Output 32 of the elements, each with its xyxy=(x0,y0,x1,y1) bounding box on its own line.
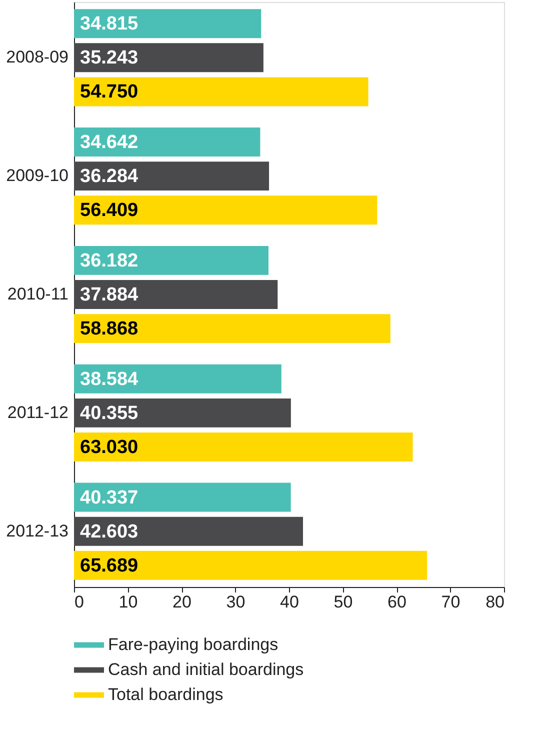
data-label: 34.815 xyxy=(80,14,139,35)
data-label: 35.243 xyxy=(80,48,138,69)
x-tick-label: 80 xyxy=(486,592,504,612)
data-label: 54.750 xyxy=(80,82,138,103)
x-tick-label: 0 xyxy=(74,592,84,612)
legend-label: Cash and initial boardings xyxy=(108,660,304,679)
y-tick-label: 2009-10 xyxy=(6,166,68,186)
x-tick-label: 50 xyxy=(334,592,353,612)
legend-label: Total boardings xyxy=(108,685,224,704)
x-tick-label: 40 xyxy=(280,592,299,612)
data-label: 34.642 xyxy=(80,132,138,154)
data-label: 37.884 xyxy=(80,284,139,306)
x-tick-label: 10 xyxy=(118,592,138,612)
data-label: 42.603 xyxy=(80,521,138,542)
x-tick-label: 60 xyxy=(388,592,406,612)
y-tick-label: 2008-09 xyxy=(6,48,68,67)
x-tick-label: 30 xyxy=(226,592,246,612)
data-label: 40.337 xyxy=(80,487,138,508)
y-tick-label: 2011-12 xyxy=(7,402,68,422)
x-tick-label: 20 xyxy=(172,592,192,612)
data-label: 40.355 xyxy=(80,402,139,424)
y-tick-label: 2012-13 xyxy=(6,521,68,540)
x-tick-label: 70 xyxy=(441,592,460,612)
legend-label: Fare-paying boardings xyxy=(108,635,278,654)
data-label: 38.584 xyxy=(80,368,139,390)
y-tick-label: 2010-11 xyxy=(7,284,68,304)
data-label: 63.030 xyxy=(80,436,138,458)
data-label: 36.182 xyxy=(80,250,138,272)
data-label: 36.284 xyxy=(80,166,139,188)
data-label: 58.868 xyxy=(80,318,138,340)
data-label: 56.409 xyxy=(80,200,138,222)
data-label: 65.689 xyxy=(80,555,138,576)
